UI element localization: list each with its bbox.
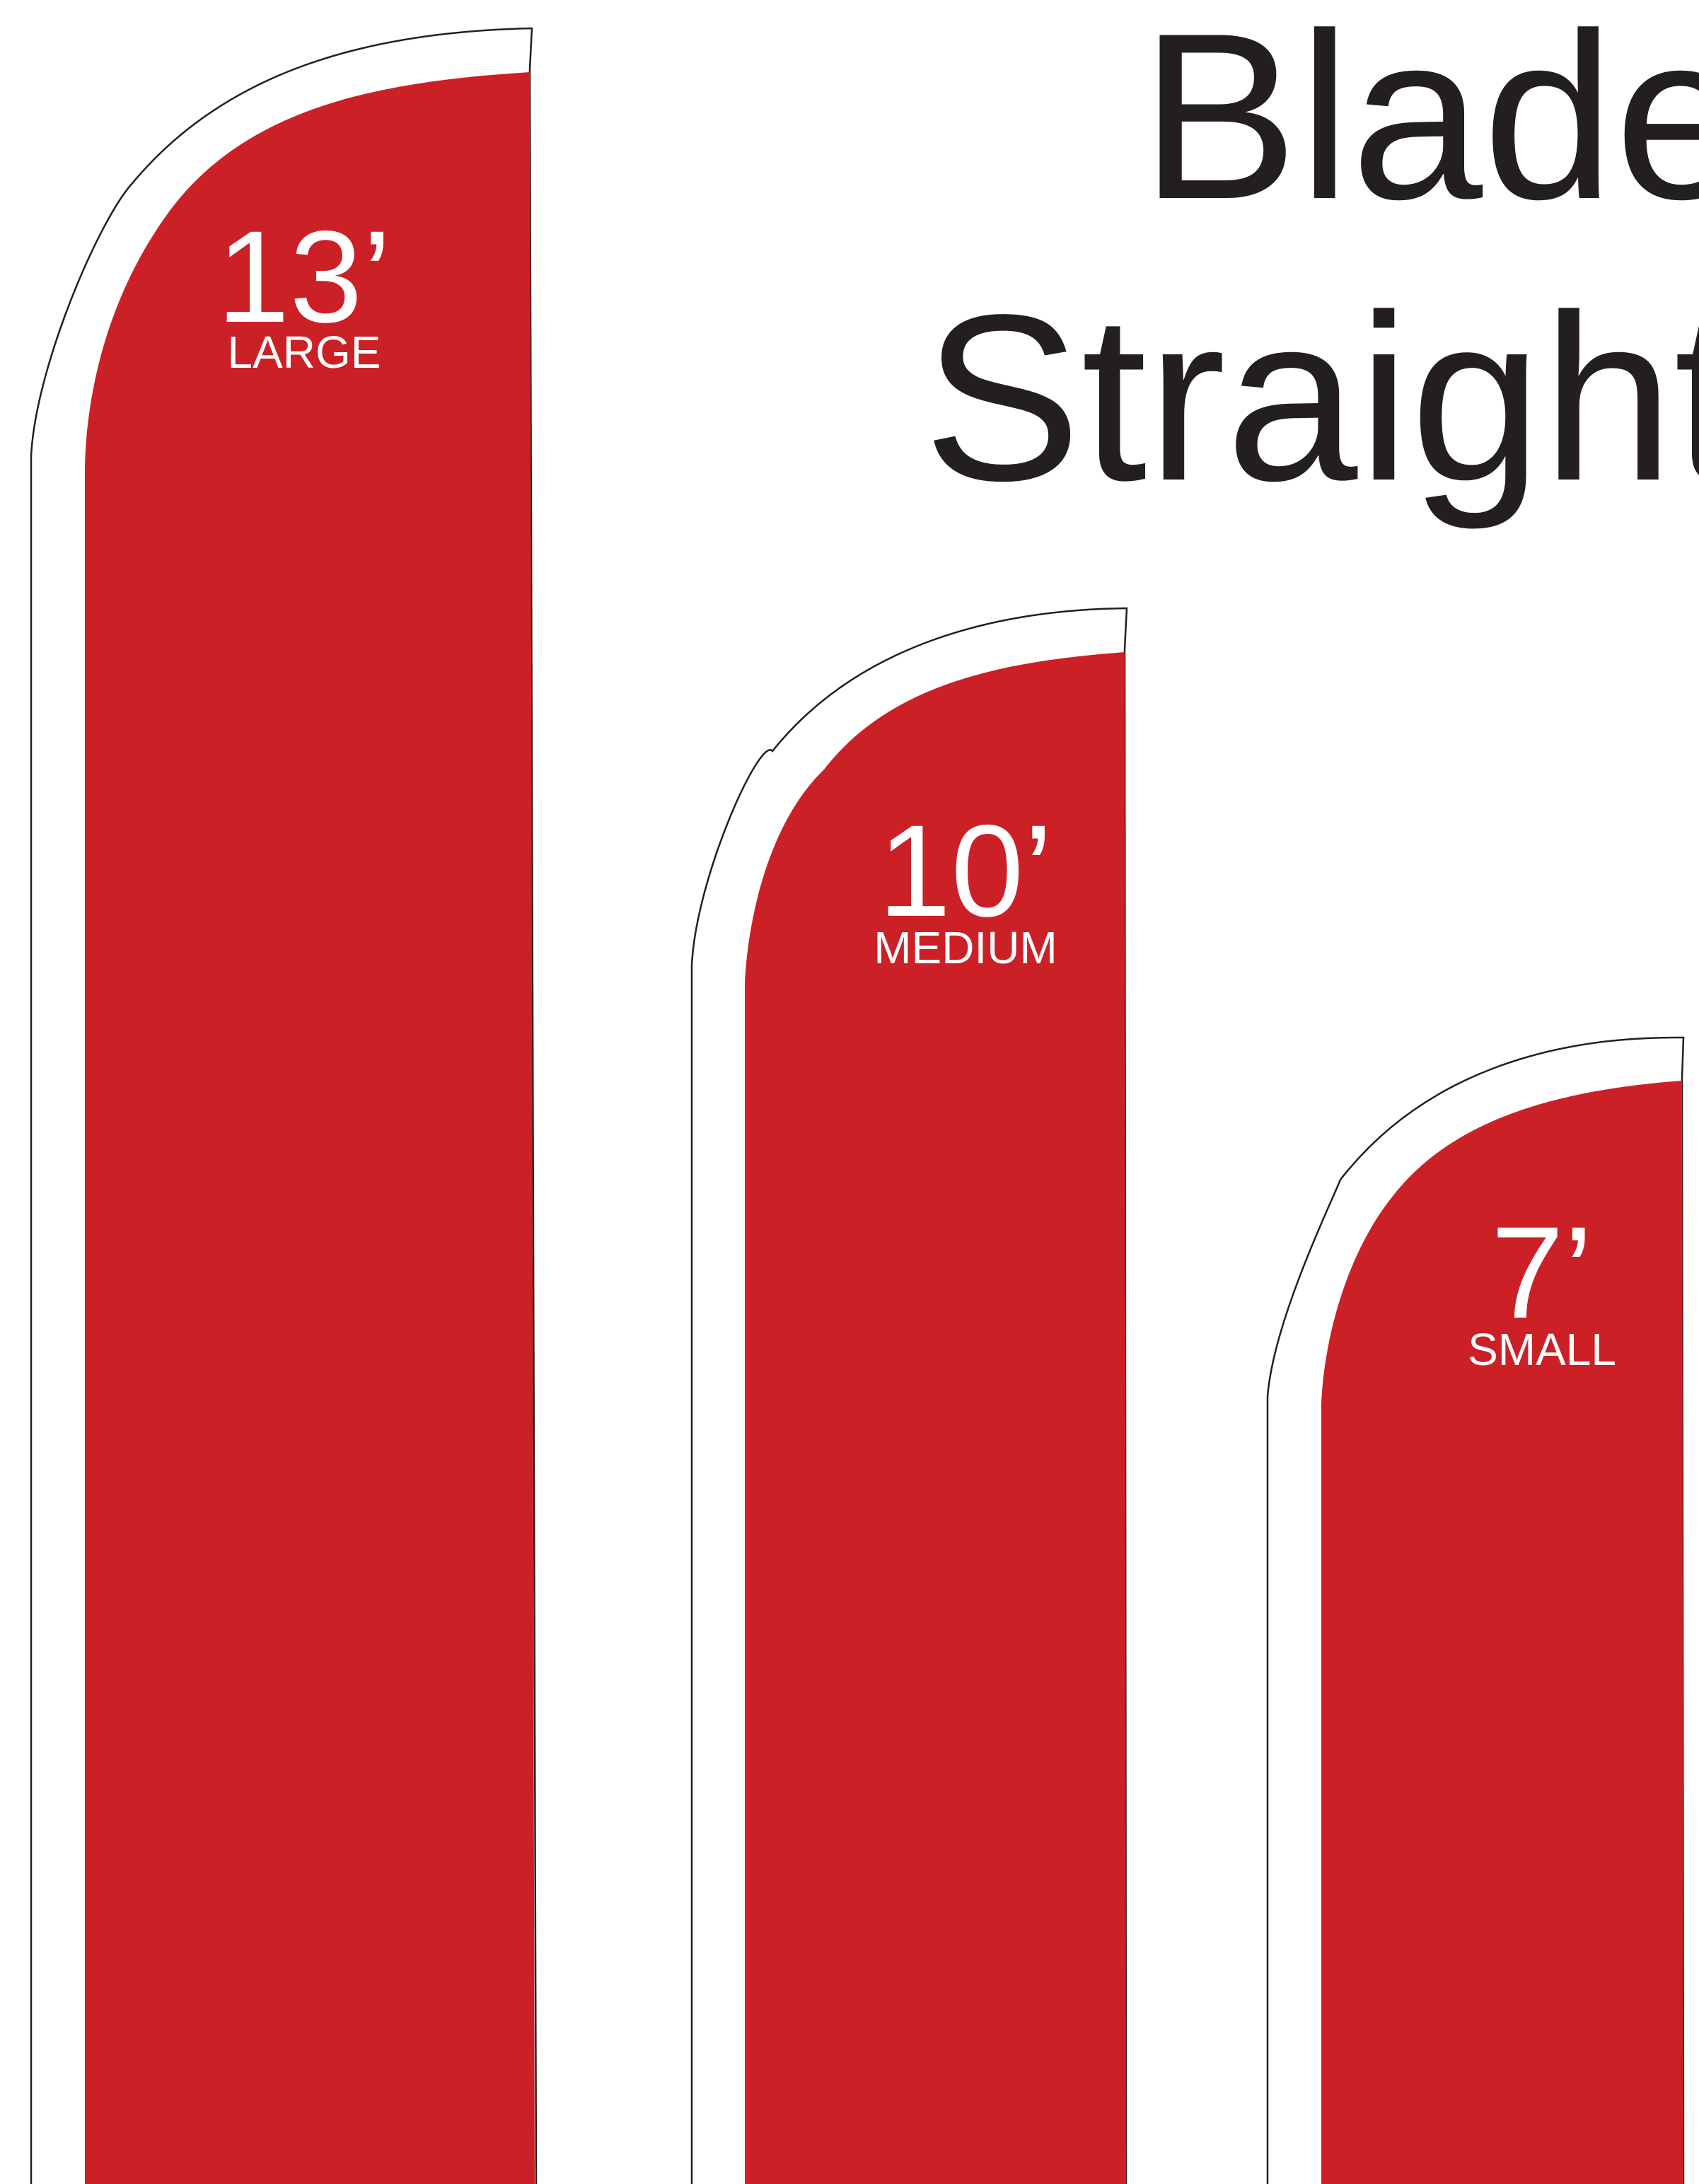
flag-large-outline	[30, 27, 538, 2184]
flag-large-size-label: 13’	[217, 204, 392, 350]
title-line-1: Blade	[1140, 0, 1699, 248]
flag-large-name-label: LARGE	[228, 327, 381, 378]
flag-small-outline	[1266, 1036, 1685, 2184]
flag-large-fill	[85, 72, 535, 2184]
flag-medium-name-label: MEDIUM	[874, 922, 1057, 973]
flag-large: 13’ LARGE	[30, 27, 538, 2184]
flag-small-name-label: SMALL	[1468, 1324, 1616, 1375]
flag-medium-size-label: 10’	[879, 798, 1053, 944]
flag-small: 7’ SMALL	[1266, 1036, 1685, 2184]
flag-medium-fill	[745, 652, 1126, 2184]
flag-small-size-label: 7’	[1491, 1200, 1593, 1346]
flag-medium: 10’ MEDIUM	[690, 607, 1128, 2184]
flag-small-fill	[1321, 1081, 1683, 2184]
flag-medium-outline	[690, 607, 1128, 2184]
title-line-2: Straight	[923, 265, 1699, 531]
